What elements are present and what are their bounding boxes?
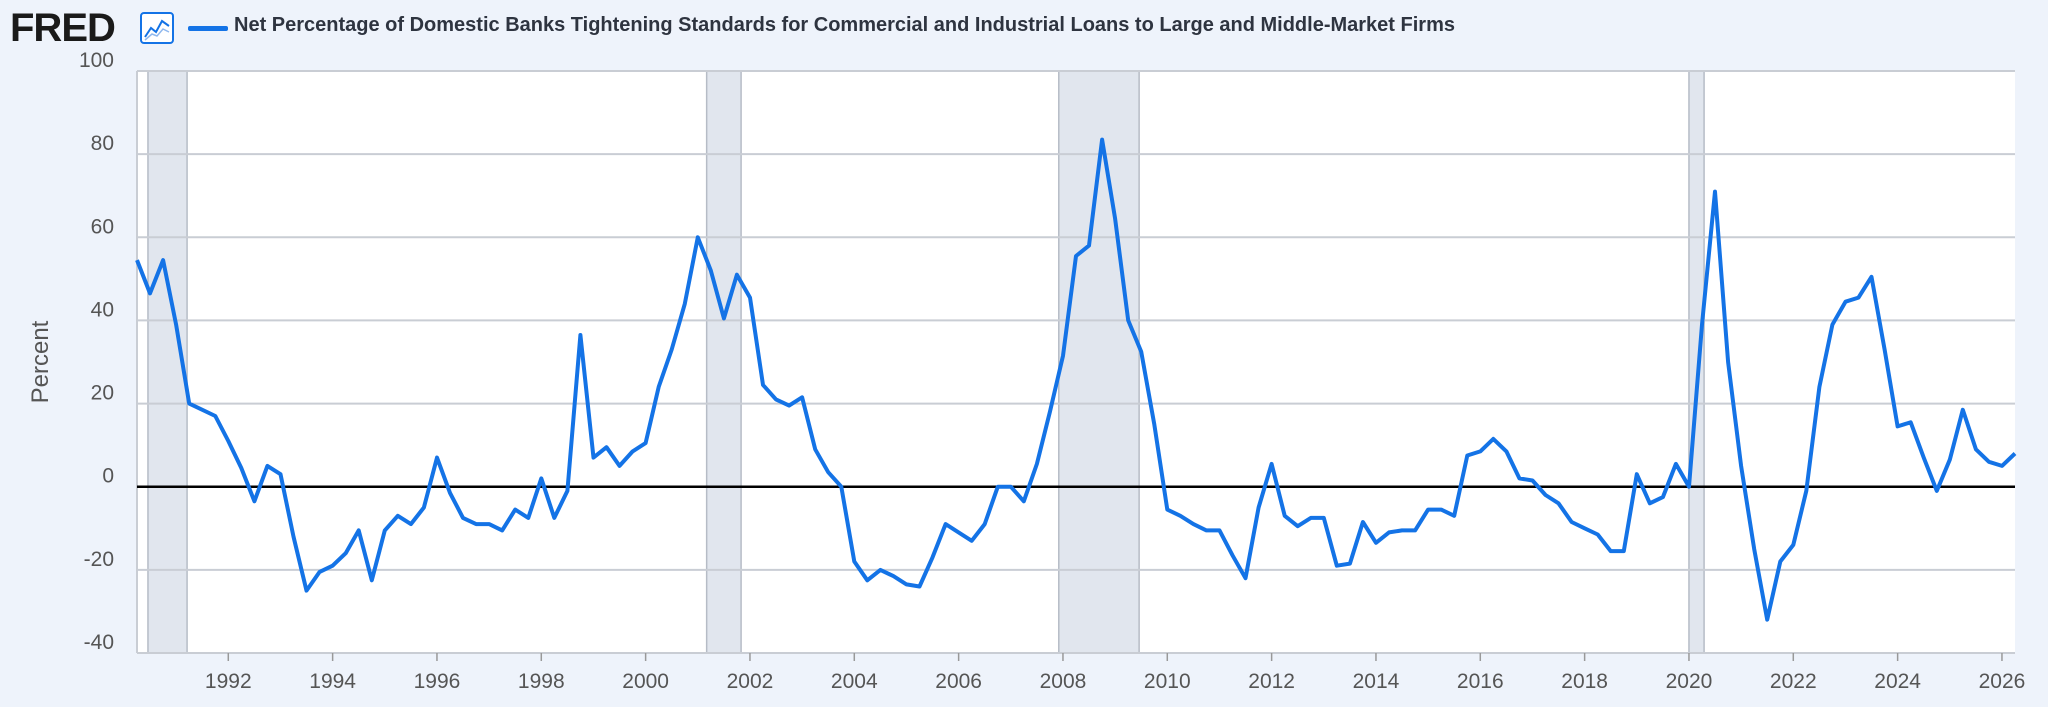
x-tick-label: 2006: [935, 670, 982, 693]
y-tick-label: -40: [84, 631, 114, 654]
x-tick-label: 2012: [1248, 670, 1295, 693]
fred-logo[interactable]: FRED: [10, 6, 116, 50]
y-tick-label: 40: [91, 298, 114, 321]
y-tick-label: 60: [91, 215, 114, 238]
y-tick-label: 100: [79, 49, 114, 72]
x-tick-label: 1994: [309, 670, 356, 693]
recession-band: [1688, 71, 1705, 653]
x-tick-label: 2018: [1561, 670, 1608, 693]
x-tick-label: 2010: [1144, 670, 1191, 693]
x-tick-label: 1992: [205, 670, 252, 693]
x-tick-label: 2002: [727, 670, 774, 693]
line-chart-icon[interactable]: [140, 12, 174, 44]
y-tick-label: -20: [84, 548, 114, 571]
series-line[interactable]: [135, 137, 2017, 622]
x-tick-label: 2000: [622, 670, 669, 693]
x-tick-label: 2008: [1040, 670, 1087, 693]
x-tick-label: 2024: [1874, 670, 1921, 693]
y-tick-label: 20: [91, 382, 114, 405]
x-tick-label: 2020: [1666, 670, 1713, 693]
x-axis: 1992 1994 1996 1998 2000 2002 2004 2006 2008 2010…: [205, 653, 2025, 693]
chart-header: FRED Net Percentage of Domestic Banks Ti…: [0, 0, 2048, 56]
grid-lines: [136, 70, 2015, 654]
x-tick-label: 2022: [1770, 670, 1817, 693]
x-tick-label: 2004: [831, 670, 878, 693]
x-tick-label: 1998: [518, 670, 565, 693]
x-tick-label: 2014: [1353, 670, 1400, 693]
chart-title: Net Percentage of Domestic Banks Tighten…: [234, 14, 1455, 36]
y-axis: 100 80 60 40 20 0 -20 -40: [79, 49, 114, 654]
recession-band: [706, 71, 742, 653]
x-tick-label: 2016: [1457, 670, 1504, 693]
y-axis-label: Percent: [27, 320, 54, 403]
x-tick-label: 1996: [414, 670, 461, 693]
x-tick-label: 2026: [1979, 670, 2026, 693]
y-tick-label: 80: [91, 132, 114, 155]
legend-series-swatch: [188, 26, 228, 31]
y-tick-label: 0: [102, 465, 114, 488]
